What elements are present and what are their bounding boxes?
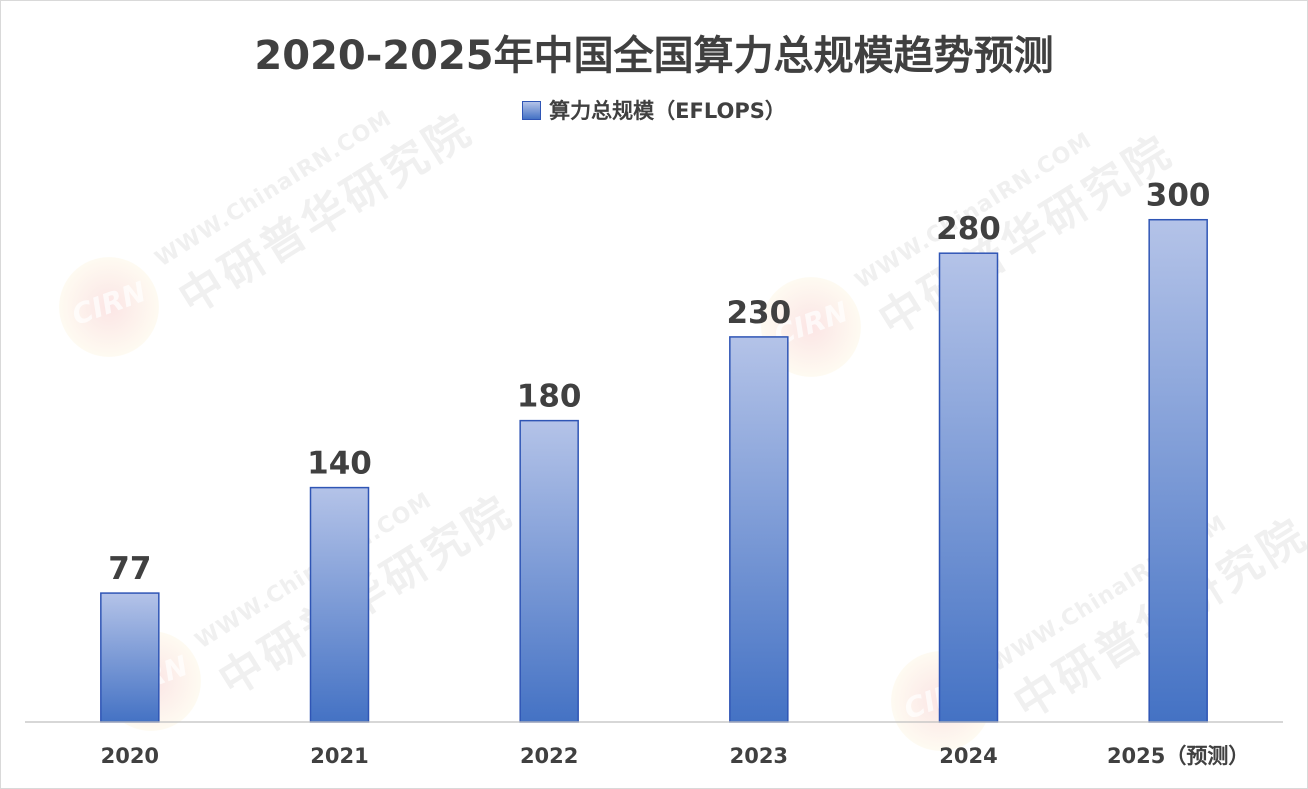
bar-2[interactable] xyxy=(519,419,579,723)
bar-0[interactable] xyxy=(100,592,160,723)
x-tick-label-1: 2021 xyxy=(310,744,368,768)
data-label-4: 280 xyxy=(936,211,1001,247)
bar-5[interactable] xyxy=(1148,218,1208,723)
x-tick-label-4: 2024 xyxy=(939,744,997,768)
bar-3[interactable] xyxy=(729,336,789,723)
bar-1[interactable] xyxy=(309,486,370,723)
data-label-3: 230 xyxy=(726,295,791,331)
chart-title: 2020-2025年中国全国算力总规模趋势预测 xyxy=(254,33,1054,79)
data-label-1: 140 xyxy=(307,446,372,482)
data-label-0: 77 xyxy=(108,551,151,587)
x-tick-label-0: 2020 xyxy=(101,744,159,768)
x-tick-label-2: 2022 xyxy=(520,744,578,768)
bar-4[interactable] xyxy=(938,252,999,723)
data-label-2: 180 xyxy=(517,379,582,415)
legend-swatch xyxy=(522,100,542,120)
chart-legend[interactable]: 算力总规模（EFLOPS） xyxy=(1,95,1307,125)
legend-label: 算力总规模（EFLOPS） xyxy=(549,99,786,123)
bars-layer xyxy=(100,218,1208,723)
data-label-5: 300 xyxy=(1146,178,1211,214)
x-tick-label-5: 2025（预测） xyxy=(1107,744,1249,768)
labels-layer: 77 2020 140 2021 180 2022 230 2023 280 2024 300 202… xyxy=(101,178,1250,768)
x-tick-label-3: 2023 xyxy=(730,744,788,768)
